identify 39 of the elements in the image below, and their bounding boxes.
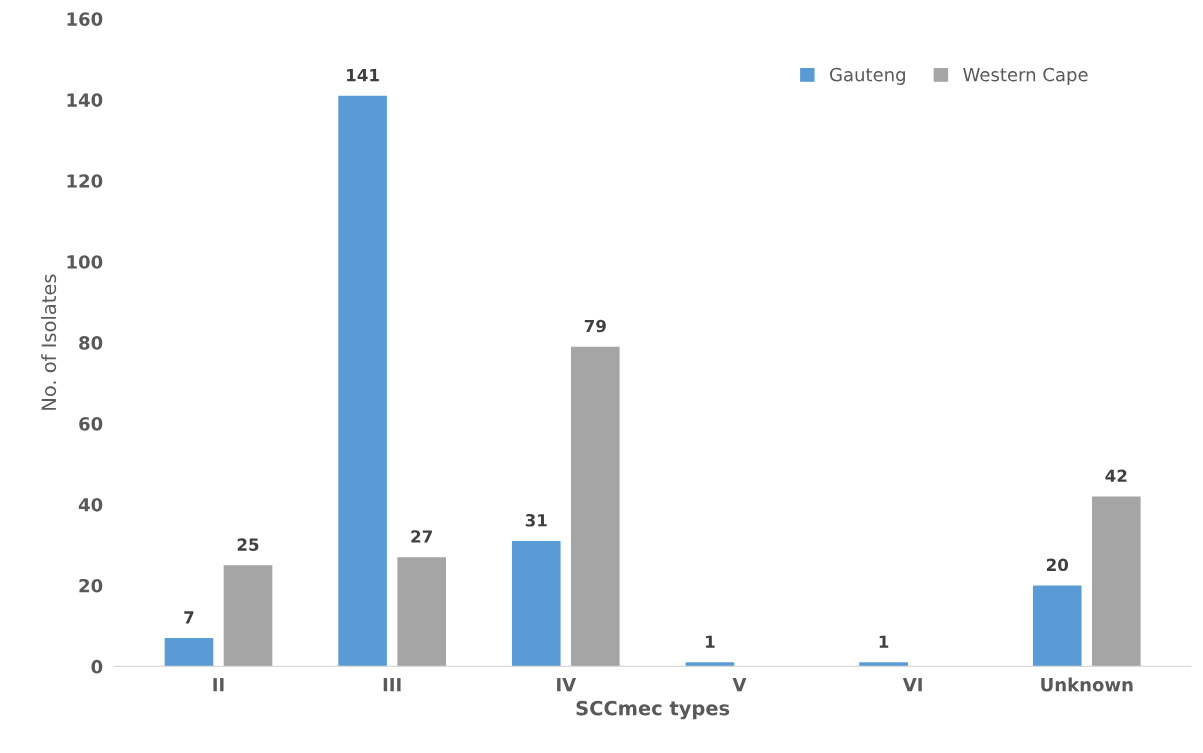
data-label: 20 xyxy=(1046,558,1069,572)
x-tick-label: II xyxy=(213,678,224,692)
legend-label: Western Cape xyxy=(963,67,1088,85)
bar xyxy=(859,662,908,667)
bar xyxy=(511,540,561,667)
y-tick-label: 60 xyxy=(79,417,103,431)
y-tick-label: 120 xyxy=(67,174,103,188)
bar xyxy=(338,95,387,667)
data-label: 141 xyxy=(347,69,379,82)
bar xyxy=(223,565,273,667)
y-axis-title: No. of Isolates xyxy=(41,274,57,410)
y-tick-label: 160 xyxy=(67,12,103,26)
y-tick-label: 0 xyxy=(91,659,103,674)
data-label: 31 xyxy=(525,513,547,527)
y-tick-label: 140 xyxy=(67,93,103,107)
y-tick-label: 80 xyxy=(79,336,103,350)
data-label: 1 xyxy=(879,635,889,648)
legend-label: Gauteng xyxy=(830,67,905,85)
x-axis-title: SCCmec types xyxy=(576,700,730,720)
bar xyxy=(164,638,214,667)
x-tick-label: V xyxy=(732,678,747,692)
bar xyxy=(397,557,446,667)
data-label: 79 xyxy=(584,319,606,333)
x-tick-label: Unknown xyxy=(1041,677,1133,692)
y-tick-label: 100 xyxy=(67,255,103,269)
data-label: 7 xyxy=(184,611,194,624)
data-label: 27 xyxy=(411,530,432,543)
x-tick-label: III xyxy=(383,678,401,692)
x-tick-label: VI xyxy=(902,678,922,692)
y-tick-label: 20 xyxy=(79,578,103,593)
data-label: 42 xyxy=(1105,469,1127,482)
x-tick-label: IV xyxy=(557,678,577,692)
bar xyxy=(1091,496,1141,667)
bar xyxy=(685,662,735,667)
bar xyxy=(1032,585,1082,667)
data-label: 1 xyxy=(706,635,715,648)
data-label: 25 xyxy=(237,538,259,551)
bar xyxy=(571,346,620,667)
y-tick-label: 40 xyxy=(78,497,103,512)
